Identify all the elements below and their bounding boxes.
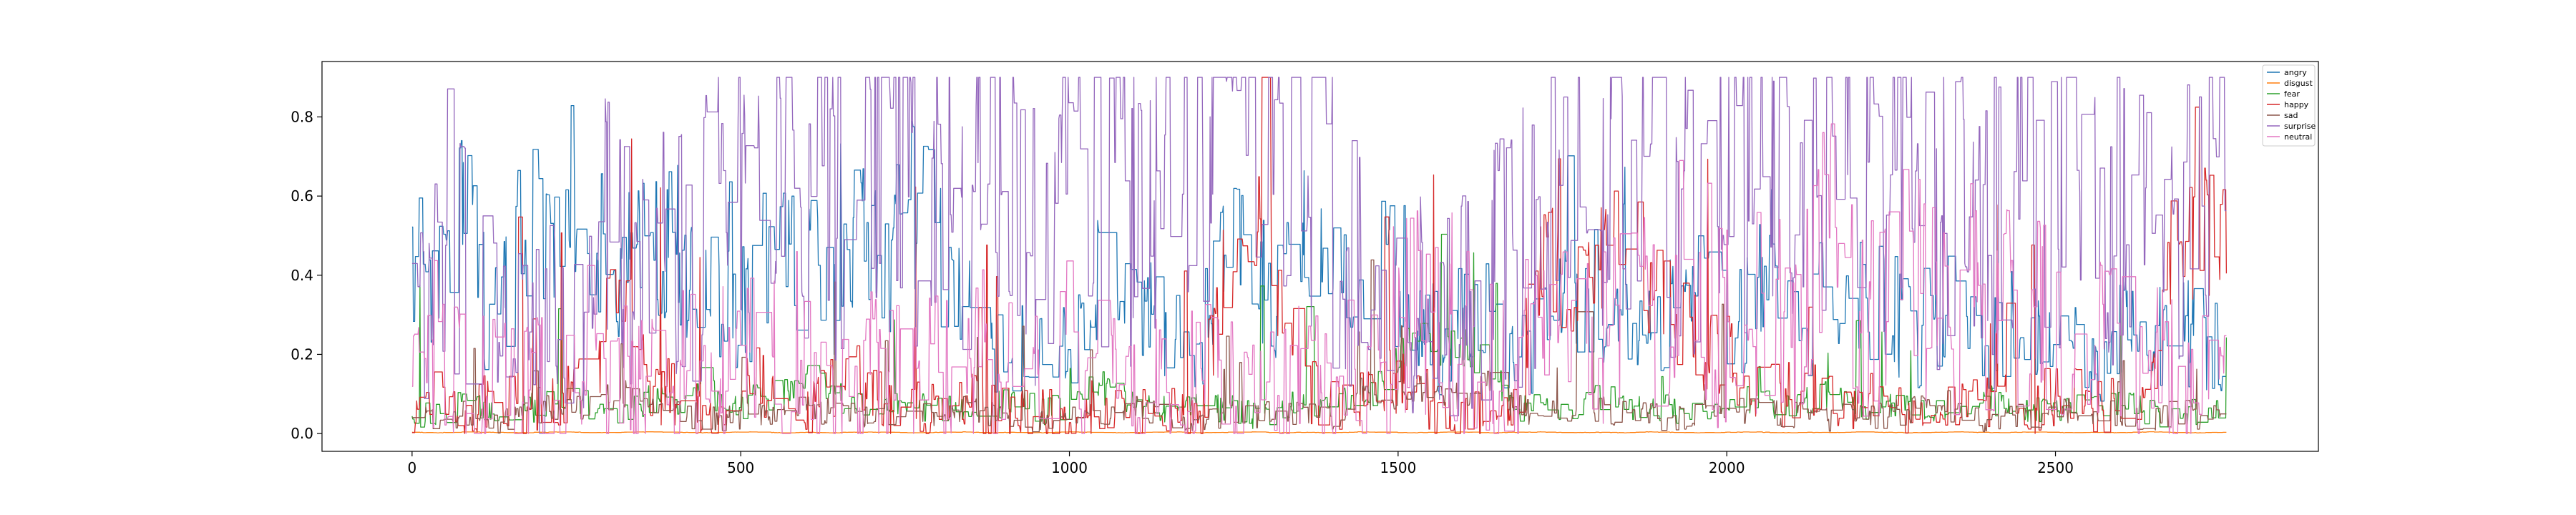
y-tick-label: 0.6 (291, 187, 313, 205)
x-axis: 0 500 1000 1500 2000 2500 (407, 451, 2074, 476)
x-tick-label: 500 (727, 459, 754, 476)
legend-label-happy: happy (2284, 100, 2309, 109)
x-tick-label: 1500 (1380, 459, 1416, 476)
x-tick-label: 0 (407, 459, 416, 476)
series-line-neutral (411, 123, 2227, 434)
plot-area-frame (321, 61, 2319, 452)
y-tick-label: 0.2 (291, 345, 313, 363)
series-line-sad (411, 259, 2227, 434)
y-tick-label: 0.4 (291, 267, 313, 284)
legend-label-neutral: neutral (2284, 132, 2312, 142)
x-tick-label: 1000 (1051, 459, 1088, 476)
legend-label-disgust: disgust (2284, 79, 2313, 88)
x-tick-label: 2500 (2037, 459, 2074, 476)
series-line-fear (411, 233, 2228, 429)
series-layer (411, 77, 2228, 434)
legend-label-sad: sad (2284, 111, 2298, 120)
legend-label-angry: angry (2284, 68, 2307, 77)
x-tick-label: 2000 (1709, 459, 1745, 476)
y-tick-label: 0.8 (291, 108, 313, 125)
series-line-disgust (411, 431, 2227, 433)
y-tick-label: 0.0 (291, 425, 313, 442)
legend-label-fear: fear (2284, 89, 2300, 99)
legend-label-surprise: surprise (2284, 122, 2316, 131)
y-axis: 0.0 0.2 0.4 0.6 0.8 (291, 108, 322, 442)
series-line-happy (411, 77, 2228, 434)
